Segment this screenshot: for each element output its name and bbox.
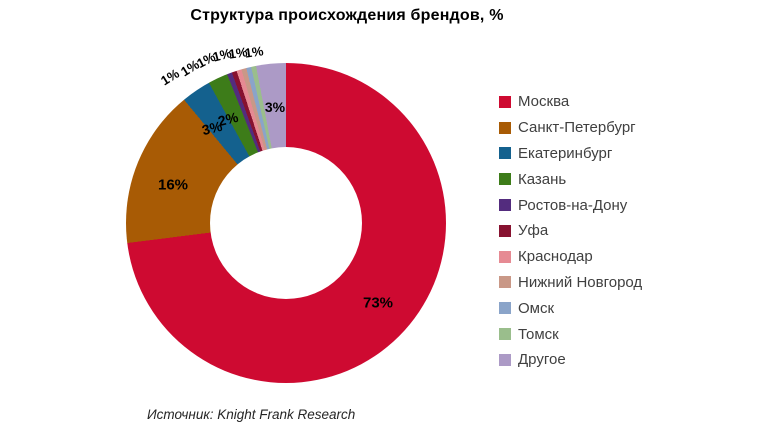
legend-swatch-icon	[499, 250, 511, 263]
legend-swatch-icon	[499, 276, 511, 289]
legend-label: Казань	[518, 170, 567, 188]
donut-hole	[210, 147, 362, 299]
legend-item-4: Ростов-на-Дону	[499, 192, 642, 218]
slice-value-label-1: 16%	[157, 176, 189, 194]
legend-swatch-icon	[499, 328, 511, 341]
legend-item-10: Другое	[499, 347, 642, 373]
legend-item-9: Томск	[499, 321, 642, 347]
legend-swatch-icon	[499, 302, 511, 315]
donut-chart	[126, 63, 446, 383]
legend-label: Нижний Новгород	[518, 273, 643, 291]
legend-swatch-icon	[499, 147, 511, 160]
legend-label: Санкт-Петербург	[518, 119, 636, 137]
slice-value-label-4: 1%	[158, 65, 182, 89]
legend-label: Москва	[518, 93, 570, 111]
legend-swatch-icon	[499, 199, 511, 212]
legend-item-8: Омск	[499, 295, 642, 321]
slice-value-label-10: 3%	[264, 99, 286, 115]
legend-label: Краснодар	[518, 248, 593, 266]
legend-label: Другое	[518, 351, 566, 369]
chart-legend: Москва Санкт-Петербург Екатеринбург Казань Р…	[499, 89, 642, 373]
legend-item-6: Краснодар	[499, 244, 642, 270]
slice-value-label-0: 73%	[362, 294, 394, 312]
slice-value-label-9: 1%	[243, 43, 265, 61]
legend-label: Омск	[518, 299, 555, 317]
legend-label: Екатеринбург	[518, 144, 613, 162]
legend-item-3: Казань	[499, 166, 642, 192]
legend-label: Уфа	[518, 222, 549, 240]
legend-item-1: Санкт-Петербург	[499, 115, 642, 141]
legend-swatch-icon	[499, 224, 511, 237]
legend-label: Томск	[518, 325, 559, 343]
legend-swatch-icon	[499, 173, 511, 186]
legend-swatch-icon	[499, 95, 511, 108]
source-note: Источник: Knight Frank Research	[147, 407, 356, 422]
legend-label: Ростов-на-Дону	[518, 196, 628, 214]
legend-item-0: Москва	[499, 89, 642, 115]
legend-item-2: Екатеринбург	[499, 141, 642, 167]
legend-item-7: Нижний Новгород	[499, 270, 642, 296]
chart-title: Структура происхождения брендов, %	[190, 7, 504, 24]
legend-item-5: Уфа	[499, 218, 642, 244]
legend-swatch-icon	[499, 121, 511, 134]
legend-swatch-icon	[499, 353, 511, 366]
